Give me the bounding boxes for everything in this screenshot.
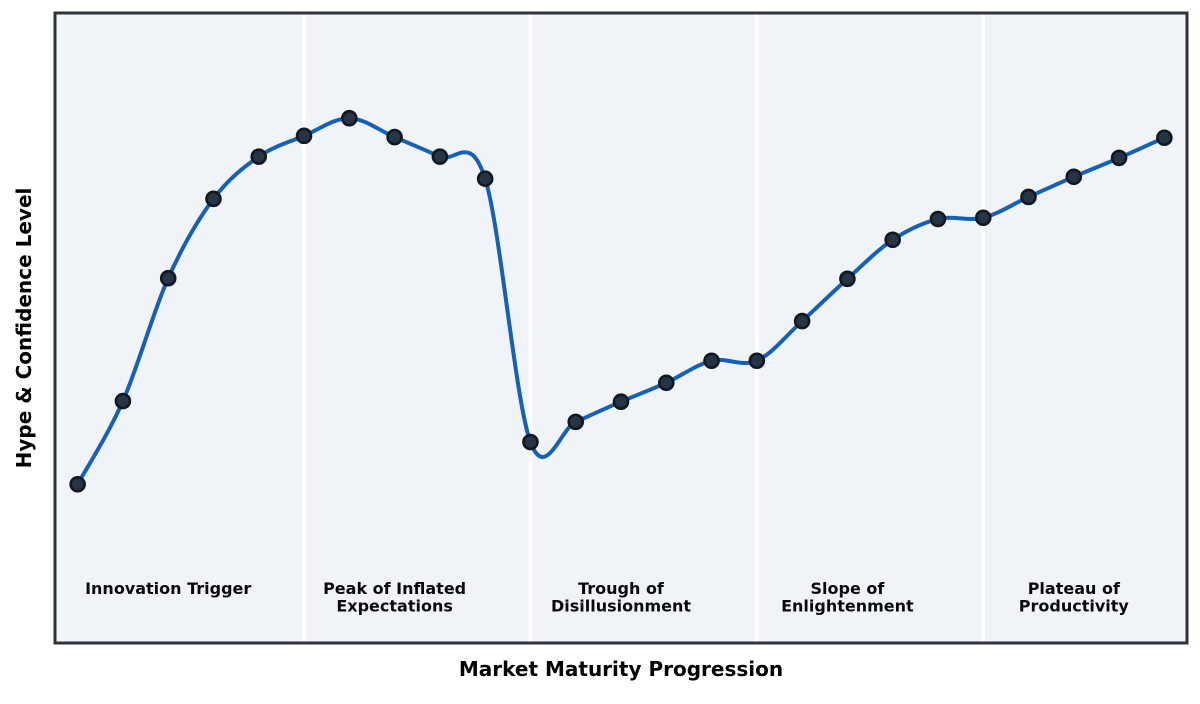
plot-border: [53, 11, 1189, 645]
data-point: [1065, 168, 1083, 186]
data-point: [612, 393, 630, 411]
phase-labels: Innovation Trigger Peak of Inflated Expect…: [85, 579, 1129, 616]
data-point: [114, 392, 132, 410]
data-point: [159, 269, 177, 287]
data-point: [386, 128, 403, 146]
x-axis-label: Market Maturity Progression: [459, 657, 783, 681]
phase-label-line: Plateau of: [1028, 579, 1121, 598]
y-axis-label: Hype & Confidence Level: [12, 188, 36, 469]
data-point: [295, 127, 313, 145]
phase-label: Plateau of Productivity: [1019, 579, 1130, 616]
data-point: [1156, 129, 1173, 147]
data-point: [1110, 149, 1128, 167]
phase-dividers: [302, 14, 985, 642]
phase-label: Innovation Trigger: [85, 579, 251, 598]
phase-label-line: Productivity: [1019, 597, 1130, 616]
data-points: [69, 109, 1173, 493]
data-point: [657, 374, 675, 392]
phase-label-line: Expectations: [336, 597, 453, 616]
data-point: [703, 352, 720, 370]
phase-label: Slope of Enlightenment: [781, 579, 914, 616]
phase-label-line: Trough of: [578, 579, 665, 598]
data-point: [929, 210, 947, 228]
phase-label-line: Slope of: [810, 579, 885, 598]
phase-label: Trough of Disillusionment: [551, 579, 691, 616]
phase-label: Peak of Inflated Expectations: [323, 579, 466, 616]
data-point: [567, 413, 585, 431]
phase-label-line: Disillusionment: [551, 597, 691, 616]
data-point: [476, 170, 494, 187]
data-point: [748, 352, 766, 370]
data-point: [884, 231, 901, 249]
data-point: [341, 109, 358, 127]
data-point: [205, 190, 222, 208]
data-point: [839, 270, 856, 288]
data-point: [974, 209, 992, 227]
phase-label-line: Peak of Inflated: [323, 579, 466, 598]
data-point: [431, 148, 449, 165]
phase-label-line: Enlightenment: [781, 597, 914, 616]
phase-label-line: Innovation Trigger: [85, 579, 251, 598]
data-point: [1020, 188, 1037, 206]
data-point: [69, 475, 86, 493]
data-point: [522, 433, 539, 451]
data-point: [793, 312, 811, 330]
data-point: [250, 148, 268, 165]
plot-area: [55, 13, 1187, 643]
